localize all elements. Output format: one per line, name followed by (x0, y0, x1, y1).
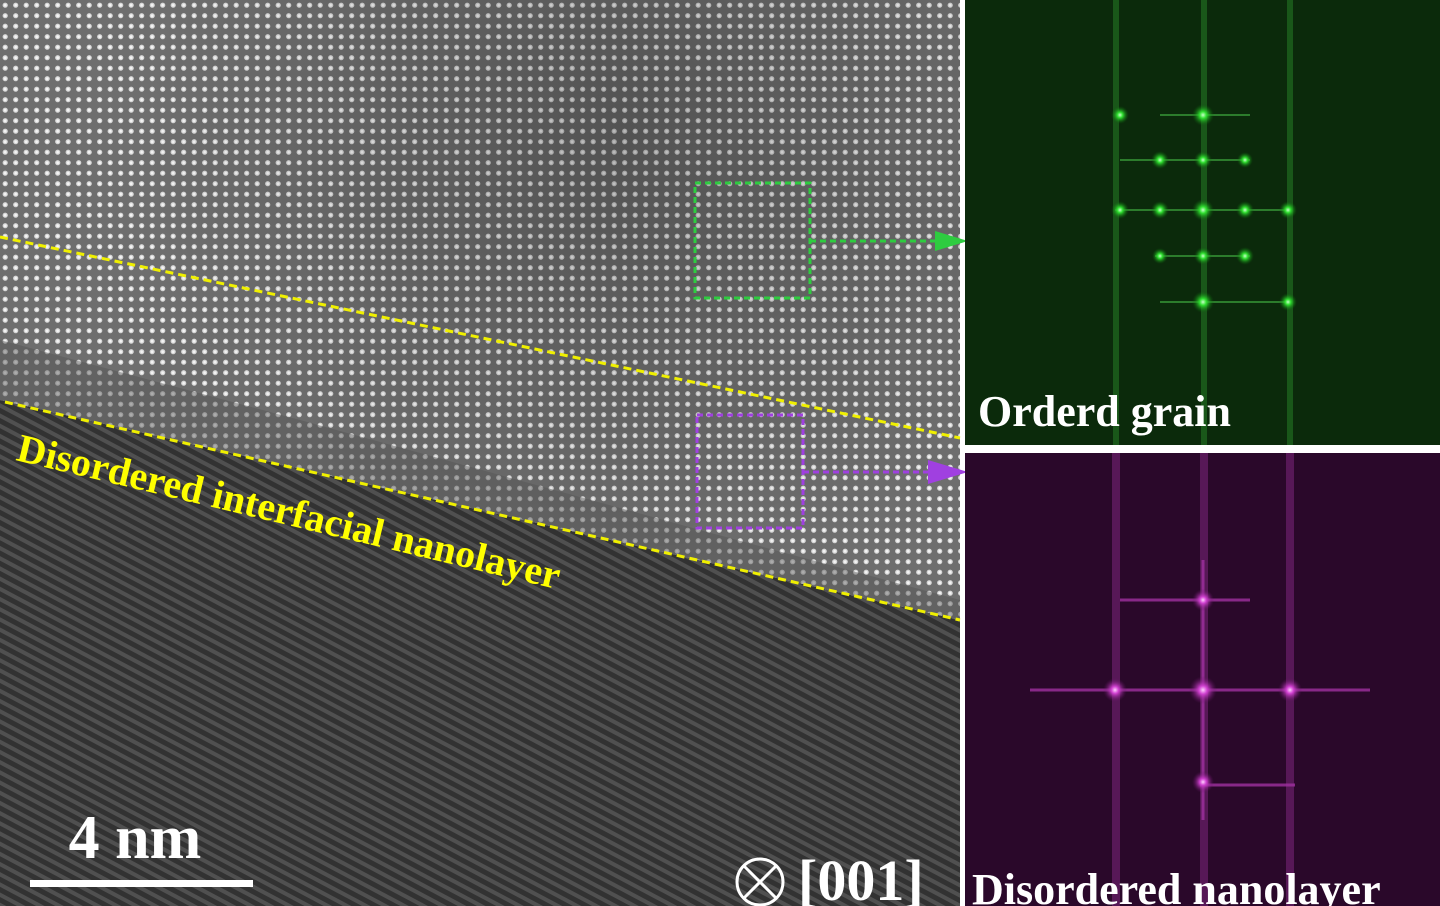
fft-ordered: Orderd grain (965, 0, 1440, 445)
arrow-head (935, 231, 968, 251)
boundary-line (4, 400, 961, 622)
scale-bar-label: 4 nm (69, 804, 202, 872)
inset-label: Orderd grain (978, 387, 1231, 436)
zone-axis-label: [001] (798, 848, 924, 906)
inset-label: Disordered nanolayer (972, 865, 1381, 906)
fft-disordered: Disordered nanolayer (965, 453, 1440, 906)
zone-axis-symbol (735, 857, 785, 906)
scale-bar (30, 880, 253, 887)
hrtem-panel (0, 0, 960, 906)
boundary-line (0, 235, 961, 440)
arrow-head (928, 460, 968, 484)
